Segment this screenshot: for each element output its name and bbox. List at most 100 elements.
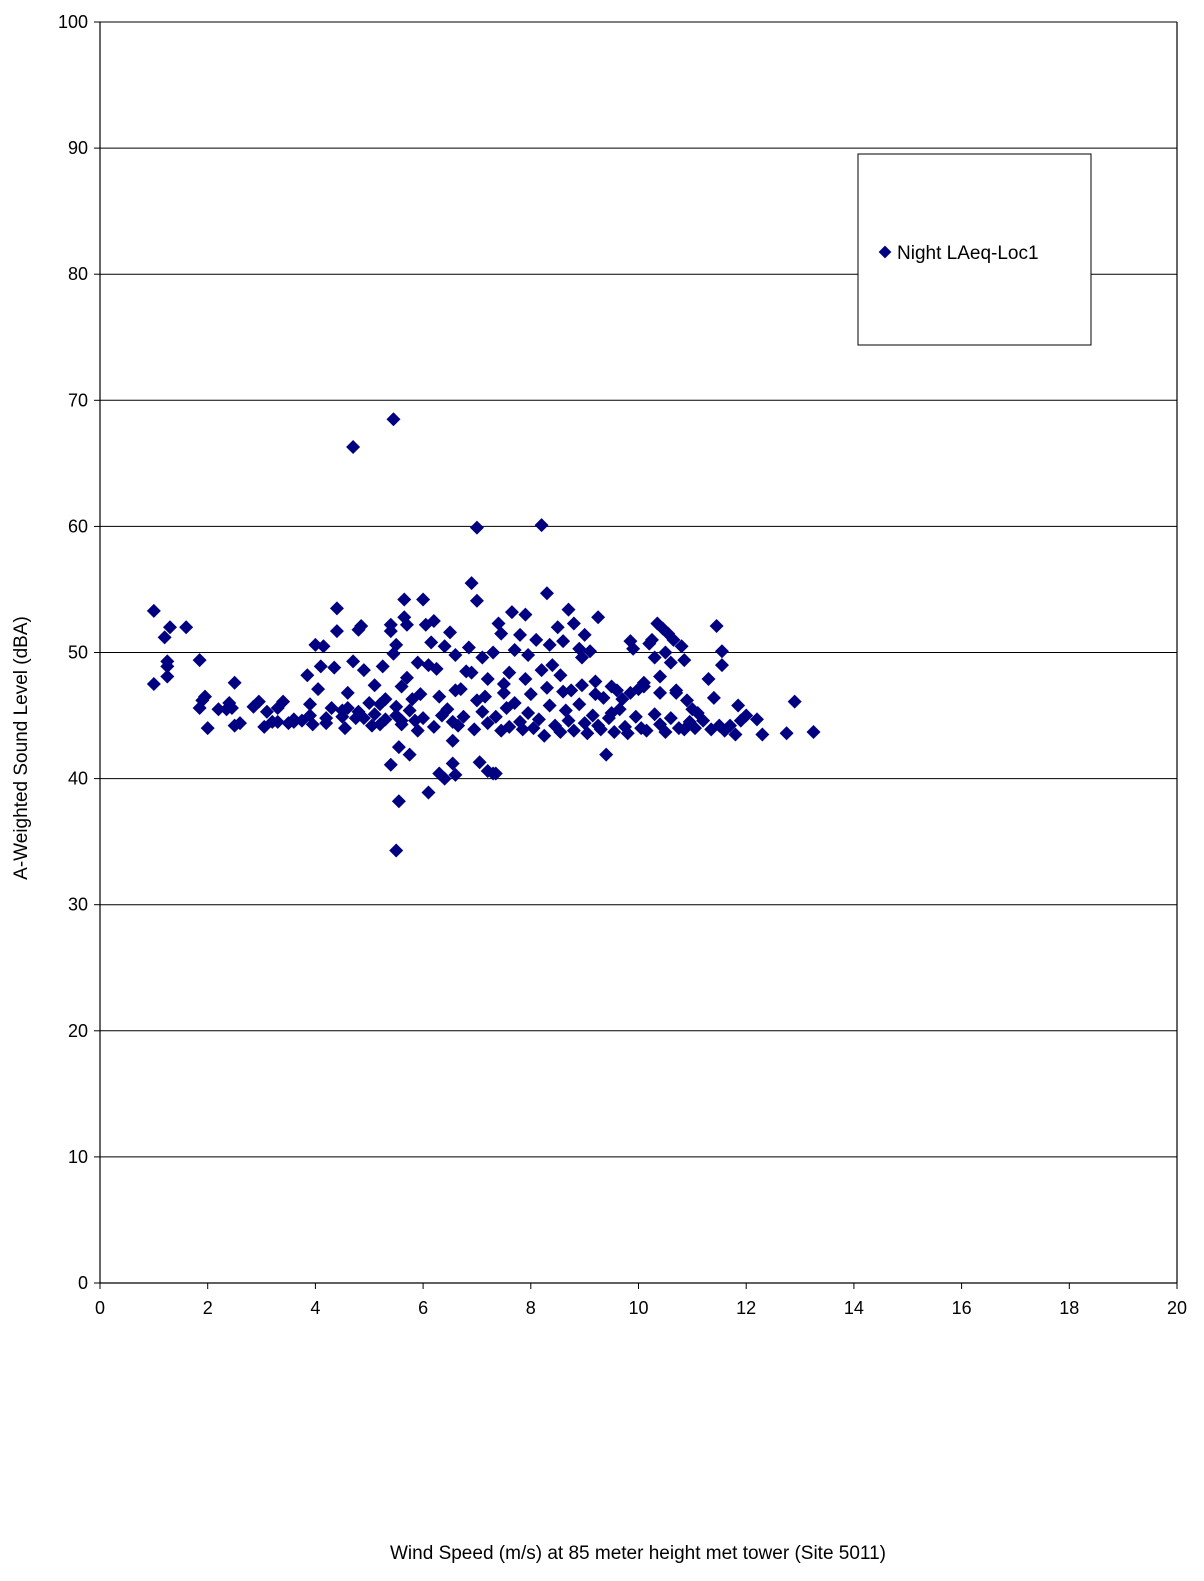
data-point [163,620,178,635]
data-point [504,605,519,620]
data-point [537,728,552,743]
data-point [779,726,794,741]
data-point [480,716,495,731]
data-point [367,678,382,693]
data-point [714,644,729,659]
data-point [601,711,616,726]
legend-box [857,153,1092,346]
data-point [531,712,546,727]
tick-labels: 0 10 20 30 40 50 60 70 80 90 100 0 2 4 6 8 10 12 14 16 18 20 [58,12,1187,1318]
data-point [227,675,242,690]
data-point [566,616,581,631]
data-point [663,655,678,670]
x-tick-label: 18 [1059,1298,1079,1318]
data-point [494,626,509,641]
data-point [585,708,600,723]
data-point [391,794,406,809]
data-point [701,671,716,686]
data-point [615,692,630,707]
data-point [224,700,239,715]
data-point [521,706,536,721]
y-tick-label: 30 [68,895,88,915]
data-point [556,684,571,699]
x-tick-label: 12 [736,1298,756,1318]
data-point [574,650,589,665]
data-point [354,619,369,634]
data-point [486,645,501,660]
data-point [475,704,490,719]
data-point [607,724,622,739]
data-point [488,766,503,781]
legend: Night LAeq-Loc1 [857,153,1092,346]
data-point [160,659,175,674]
data-point [311,682,326,697]
data-point [286,714,301,729]
data-point [480,671,495,686]
data-point [448,767,463,782]
data-point [496,685,511,700]
data-point [329,601,344,616]
data-point [626,641,641,656]
data-point [542,698,557,713]
data-point [394,679,409,694]
data-point [391,740,406,755]
data-point [303,697,318,712]
data-point [329,624,344,639]
data-point [410,655,425,670]
data-point [437,639,452,654]
data-point [599,747,614,762]
data-point [521,648,536,663]
x-tick-label: 4 [310,1298,320,1318]
data-point [604,679,619,694]
y-tick-label: 0 [78,1273,88,1293]
data-point [475,650,490,665]
data-point [658,645,673,660]
data-point [399,617,414,632]
data-point [523,687,538,702]
data-point [502,719,517,734]
data-point [389,637,404,652]
data-point [534,518,549,533]
y-tick-label: 20 [68,1021,88,1041]
data-point [669,683,684,698]
data-point [507,642,522,657]
data-point [526,721,541,736]
data-point [513,627,528,642]
data-point [386,412,401,427]
data-point [179,620,194,635]
x-tick-label: 10 [628,1298,648,1318]
data-point [211,702,226,717]
y-tick-label: 50 [68,643,88,663]
data-point [251,694,266,709]
y-tick-label: 40 [68,769,88,789]
data-point [696,713,711,728]
data-point [677,653,692,668]
data-point [561,602,576,617]
x-axis-title: Wind Speed (m/s) at 85 meter height met … [390,1543,886,1564]
x-tick-label: 8 [526,1298,536,1318]
data-point [437,771,452,786]
data-point [644,632,659,647]
data-points [146,412,821,858]
data-point [389,708,404,723]
data-point [496,677,511,692]
data-point [679,693,694,708]
data-point [451,718,466,733]
y-tick-label: 80 [68,264,88,284]
data-point [338,721,353,736]
data-point [628,709,643,724]
data-point [502,665,517,680]
data-point [469,593,484,608]
data-point [383,624,398,639]
data-point [472,755,487,770]
x-tick-label: 2 [203,1298,213,1318]
data-point [448,648,463,663]
data-point [561,713,576,728]
data-point [674,639,689,654]
data-point [340,700,355,715]
y-tick-label: 90 [68,138,88,158]
data-point [647,650,662,665]
data-point [375,659,390,674]
data-point [340,685,355,700]
